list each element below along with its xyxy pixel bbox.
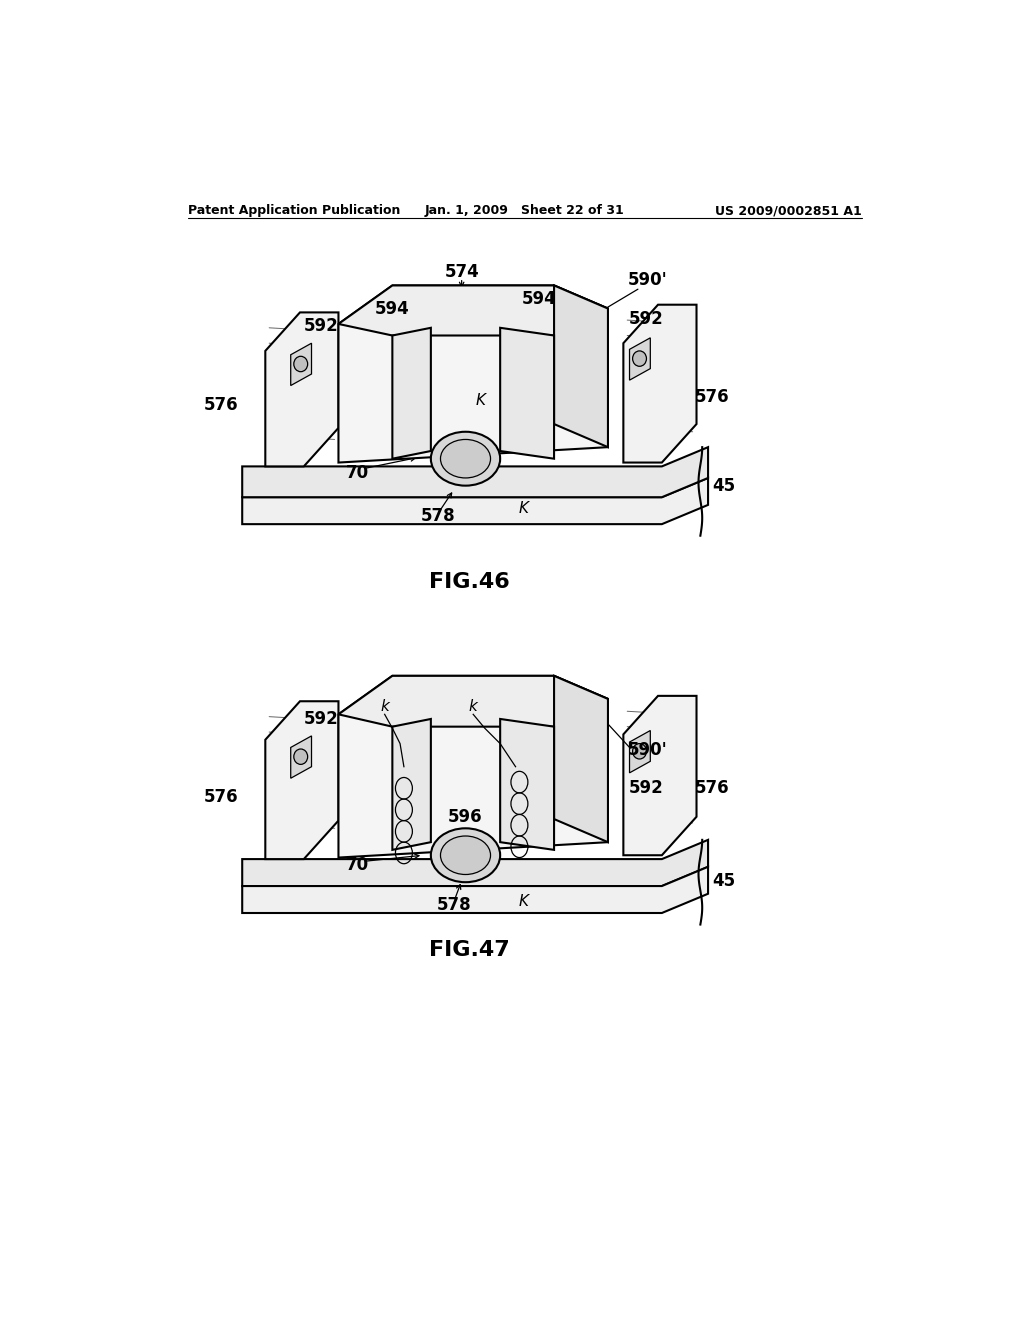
Text: 574: 574 bbox=[444, 264, 479, 281]
Text: 45: 45 bbox=[712, 871, 735, 890]
Polygon shape bbox=[392, 327, 431, 459]
Polygon shape bbox=[265, 313, 339, 466]
Polygon shape bbox=[630, 730, 650, 774]
Polygon shape bbox=[500, 327, 554, 459]
Text: US 2009/0002851 A1: US 2009/0002851 A1 bbox=[716, 205, 862, 218]
Ellipse shape bbox=[294, 356, 307, 372]
Polygon shape bbox=[339, 285, 608, 335]
Polygon shape bbox=[291, 737, 311, 779]
Text: Patent Application Publication: Patent Application Publication bbox=[188, 205, 400, 218]
Ellipse shape bbox=[633, 743, 646, 759]
Text: 576: 576 bbox=[204, 788, 239, 807]
Text: K: K bbox=[476, 393, 486, 408]
Text: 578: 578 bbox=[421, 507, 456, 525]
Polygon shape bbox=[554, 285, 608, 447]
Polygon shape bbox=[630, 338, 650, 380]
Text: 592: 592 bbox=[304, 710, 339, 727]
Text: K: K bbox=[518, 894, 528, 909]
Polygon shape bbox=[339, 676, 608, 726]
Polygon shape bbox=[243, 867, 708, 913]
Text: FIG.46: FIG.46 bbox=[429, 572, 510, 591]
Text: 592: 592 bbox=[629, 310, 664, 327]
Text: 592: 592 bbox=[304, 317, 339, 335]
Ellipse shape bbox=[431, 432, 500, 486]
Polygon shape bbox=[624, 696, 696, 855]
Text: 576: 576 bbox=[204, 396, 239, 413]
Text: 596: 596 bbox=[449, 808, 483, 826]
Text: k: k bbox=[469, 700, 477, 714]
Text: 576: 576 bbox=[694, 388, 729, 407]
Polygon shape bbox=[554, 676, 608, 842]
Text: k: k bbox=[380, 700, 389, 714]
Text: FIG.47: FIG.47 bbox=[429, 940, 510, 960]
Polygon shape bbox=[392, 719, 431, 850]
Text: 578: 578 bbox=[436, 896, 471, 915]
Text: 70: 70 bbox=[346, 857, 370, 874]
Text: 590': 590' bbox=[628, 271, 668, 289]
Text: 594: 594 bbox=[375, 300, 410, 318]
Polygon shape bbox=[265, 701, 339, 859]
Text: K: K bbox=[518, 502, 528, 516]
Text: Jan. 1, 2009   Sheet 22 of 31: Jan. 1, 2009 Sheet 22 of 31 bbox=[425, 205, 625, 218]
Ellipse shape bbox=[294, 748, 307, 764]
Polygon shape bbox=[624, 305, 696, 462]
Polygon shape bbox=[339, 676, 608, 858]
Polygon shape bbox=[339, 285, 608, 462]
Polygon shape bbox=[243, 840, 708, 886]
Polygon shape bbox=[243, 447, 708, 498]
Ellipse shape bbox=[633, 351, 646, 367]
Ellipse shape bbox=[431, 829, 500, 882]
Polygon shape bbox=[500, 719, 554, 850]
Text: 45: 45 bbox=[712, 477, 735, 495]
Text: 594: 594 bbox=[521, 290, 556, 309]
Text: 576: 576 bbox=[694, 779, 729, 797]
Ellipse shape bbox=[440, 440, 490, 478]
Text: 592: 592 bbox=[629, 779, 664, 797]
Ellipse shape bbox=[440, 836, 490, 874]
Text: 70: 70 bbox=[346, 463, 370, 482]
Polygon shape bbox=[291, 343, 311, 385]
Text: 590': 590' bbox=[628, 741, 668, 759]
Polygon shape bbox=[243, 478, 708, 524]
